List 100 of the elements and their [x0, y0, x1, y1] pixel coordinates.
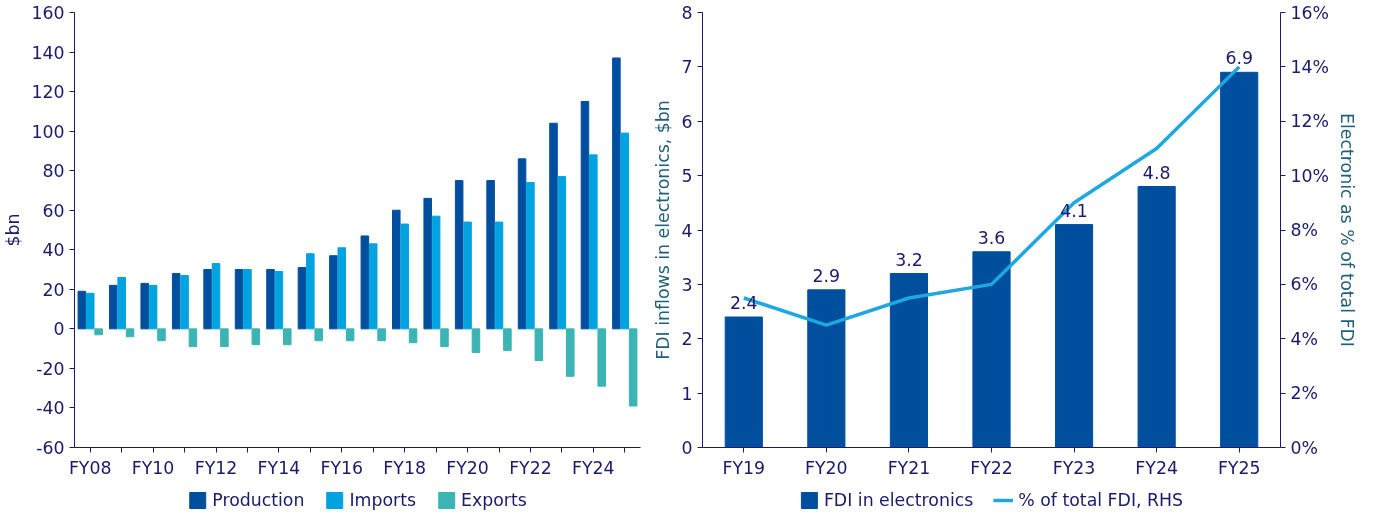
- x-tick-label: FY23: [1052, 457, 1096, 478]
- data-label: 2.4: [730, 293, 758, 313]
- data-label: 4.8: [1142, 162, 1171, 183]
- y2-tick-label: 12%: [1290, 111, 1330, 132]
- y-tick-label: 7: [681, 57, 693, 78]
- bar: [243, 269, 252, 330]
- x-tick-label: FY18: [383, 457, 426, 478]
- bar: [211, 263, 221, 330]
- y-tick-label: 60: [42, 200, 65, 221]
- y2-tick-label: 10%: [1290, 165, 1330, 186]
- bar: [1220, 71, 1259, 448]
- bar: [109, 284, 118, 330]
- bar: [724, 316, 763, 448]
- y-tick-label: 100: [31, 121, 65, 142]
- data-label: 3.6: [977, 227, 1006, 248]
- x-tick-label: FY21: [887, 457, 931, 478]
- y-tick-label: 8: [681, 3, 693, 23]
- y2-tick-label: 6%: [1290, 274, 1318, 295]
- bar: [463, 221, 472, 330]
- y-tick-label: 40: [42, 240, 65, 261]
- y-tick-label: 0: [681, 438, 693, 458]
- y-tick-label: 160: [31, 3, 65, 23]
- x-tick-label: FY24: [572, 457, 615, 478]
- y-tick-label: 0: [53, 319, 65, 340]
- bar: [329, 255, 338, 330]
- bar: [471, 328, 481, 354]
- x-tick-label: FY20: [805, 457, 848, 478]
- y-tick-label: 140: [31, 42, 65, 63]
- x-tick-label: FY16: [320, 457, 364, 478]
- bar: [526, 182, 535, 330]
- y2-axis-title: Electronic as % of total FDI: [1337, 113, 1358, 347]
- y2-tick-label: 14%: [1290, 56, 1330, 77]
- bar: [377, 328, 386, 342]
- x-tick-label: FY14: [257, 457, 301, 478]
- bar: [157, 328, 166, 342]
- y-axis-title: $bn: [3, 213, 24, 247]
- bar: [314, 328, 323, 342]
- bar: [423, 197, 432, 330]
- y2-tick-label: 0%: [1290, 437, 1318, 458]
- x-tick-label: FY20: [446, 457, 489, 478]
- y-tick-label: 1: [681, 383, 693, 404]
- bar: [345, 328, 355, 342]
- bar: [125, 328, 135, 338]
- legend-label: Production: [212, 490, 305, 510]
- bar: [306, 253, 315, 330]
- bar: [597, 328, 606, 387]
- legend-label: FDI in electronics: [823, 490, 974, 510]
- y-tick-label: 2: [681, 329, 693, 350]
- x-tick-label: FY08: [68, 457, 112, 478]
- y-tick-label: -20: [36, 358, 65, 379]
- bar: [580, 100, 590, 330]
- bar: [486, 180, 495, 330]
- bar: [368, 243, 378, 330]
- bar: [807, 289, 846, 448]
- bar: [117, 276, 126, 330]
- bar: [494, 221, 504, 330]
- data-label: 3.2: [895, 249, 923, 270]
- legend-label: Imports: [349, 490, 416, 510]
- bar: [360, 235, 370, 330]
- y-tick-label: 80: [42, 161, 65, 182]
- y-tick-label: -60: [36, 438, 65, 458]
- bar: [400, 223, 409, 330]
- bar: [283, 328, 292, 346]
- bar: [148, 284, 158, 330]
- y2-tick-label: 16%: [1290, 2, 1330, 23]
- bar: [1054, 224, 1094, 448]
- x-tick-label: FY25: [1217, 457, 1261, 478]
- x-tick-label: FY10: [131, 457, 175, 478]
- y-tick-label: 20: [42, 279, 65, 300]
- legend-label: % of total FDI, RHS: [1018, 490, 1184, 510]
- x-tick-label: FY22: [509, 457, 552, 478]
- bar: [274, 271, 284, 330]
- y-tick-label: 120: [31, 82, 65, 103]
- bar: [431, 215, 441, 330]
- bar: [297, 267, 307, 330]
- bar: [171, 273, 181, 330]
- bar: [220, 328, 229, 348]
- bar: [251, 328, 261, 346]
- bar: [408, 328, 418, 344]
- bar: [440, 328, 449, 348]
- data-label: 6.9: [1225, 48, 1253, 69]
- y-tick-label: 3: [681, 274, 693, 295]
- bar: [972, 251, 1011, 448]
- bar: [140, 282, 149, 330]
- bar: [454, 180, 464, 330]
- bar: [85, 292, 95, 330]
- bar: [589, 154, 598, 330]
- bar: [188, 328, 198, 348]
- bar: [234, 269, 244, 330]
- bar: [392, 209, 401, 330]
- x-tick-label: FY19: [722, 457, 766, 478]
- y-tick-label: 4: [681, 220, 693, 241]
- x-tick-label: FY24: [1135, 457, 1178, 478]
- legend-label: Exports: [460, 490, 527, 510]
- y-axis-title: FDI inflows in electronics, $bn: [653, 100, 674, 360]
- bar: [628, 328, 638, 407]
- bar: [94, 328, 103, 336]
- bar: [889, 273, 929, 448]
- y2-tick-label: 2%: [1290, 383, 1318, 404]
- bar: [549, 122, 558, 330]
